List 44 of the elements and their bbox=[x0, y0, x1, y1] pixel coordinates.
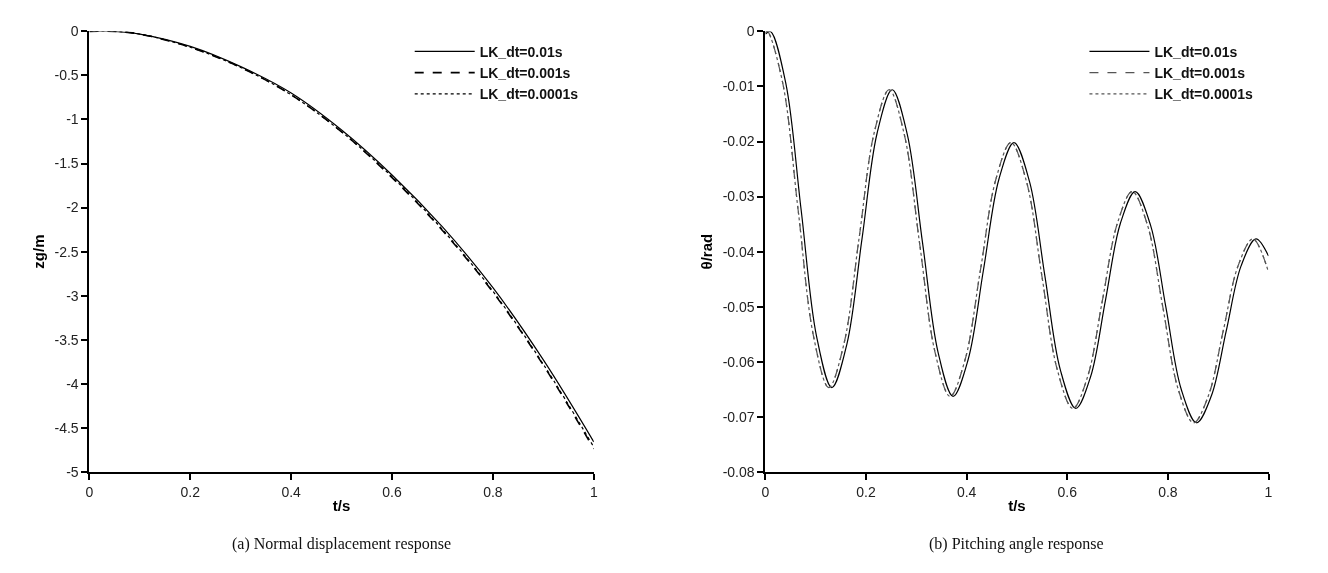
text: (a) Normal displacement response bbox=[232, 535, 452, 553]
x-tick-label: 0.6 bbox=[382, 483, 402, 500]
y-tick-label: -0.08 bbox=[722, 463, 755, 480]
x-tick-label: 0.6 bbox=[1057, 483, 1078, 500]
y-tick-label: -2.5 bbox=[54, 243, 79, 260]
y-tick-label: -3.5 bbox=[54, 331, 79, 348]
text: (b) Pitching angle response bbox=[929, 535, 1104, 553]
legend-label: LK_dt=0.001s bbox=[479, 65, 571, 82]
x-axis-title: t/s bbox=[1008, 497, 1026, 515]
y-tick-label: -3 bbox=[66, 287, 79, 304]
y-tick-label: -2 bbox=[66, 199, 79, 216]
x-tick-label: 0.2 bbox=[180, 483, 201, 500]
x-tick-label: 0.2 bbox=[856, 483, 876, 500]
y-tick-label: -0.5 bbox=[54, 67, 79, 84]
x-tick-label: 0.8 bbox=[1158, 483, 1178, 500]
y-axis-title: θ/rad bbox=[698, 233, 716, 270]
y-tick-label: 0 bbox=[70, 23, 79, 40]
y-tick-label: -0.05 bbox=[722, 298, 755, 315]
y-tick-label: 0 bbox=[746, 23, 755, 40]
y-tick-label: -0.02 bbox=[722, 133, 755, 150]
y-tick-label: -0.01 bbox=[722, 78, 755, 95]
x-tick-label: 0.4 bbox=[956, 483, 977, 500]
x-tick-label: 0.8 bbox=[483, 483, 503, 500]
y-tick-label: -0.04 bbox=[722, 243, 755, 260]
y-tick-label: -5 bbox=[66, 463, 79, 480]
x-tick-label: 1 bbox=[1264, 483, 1273, 500]
x-axis-title: t/s bbox=[332, 497, 351, 515]
legend-label: LK_dt=0.0001s bbox=[1154, 86, 1254, 103]
y-tick-label: -4 bbox=[66, 375, 79, 392]
x-tick-label: 1 bbox=[589, 483, 598, 500]
legend-label: LK_dt=0.01s bbox=[1154, 43, 1238, 60]
y-tick-label: -1 bbox=[66, 111, 79, 128]
y-tick-label: -0.06 bbox=[722, 353, 755, 370]
legend-label: LK_dt=0.01s bbox=[479, 43, 563, 60]
y-axis-title: zg/m bbox=[30, 234, 48, 269]
y-tick-label: -0.03 bbox=[722, 188, 755, 205]
y-tick-label: -4.5 bbox=[54, 419, 79, 436]
y-tick-label: -0.07 bbox=[722, 408, 755, 425]
x-tick-label: 0 bbox=[761, 483, 770, 500]
y-tick-label: -1.5 bbox=[54, 155, 79, 172]
legend-label: LK_dt=0.001s bbox=[1154, 65, 1246, 82]
x-tick-label: 0 bbox=[85, 483, 94, 500]
legend-label: LK_dt=0.0001s bbox=[479, 86, 579, 103]
x-tick-label: 0.4 bbox=[281, 483, 302, 500]
